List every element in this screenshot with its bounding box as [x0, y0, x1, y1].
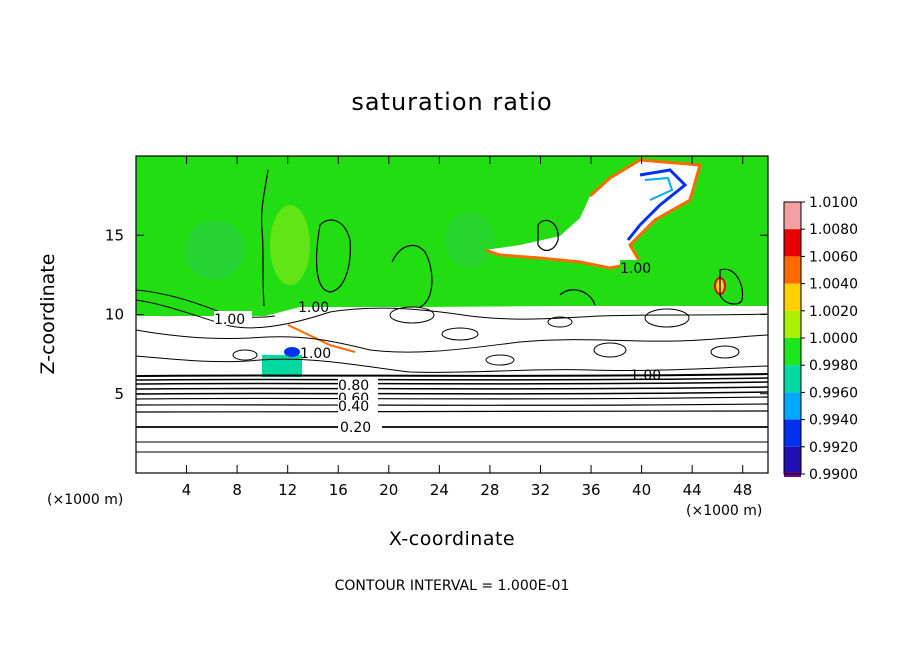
x-axis-label: X-coordinate: [388, 528, 516, 550]
patch: [284, 347, 300, 357]
contour-label: 1.00: [298, 300, 329, 316]
colorbar-label: 0.9920: [809, 440, 858, 456]
contour-interval: CONTOUR INTERVAL = 1.000E-01: [334, 578, 570, 594]
colorbar-label: 1.0040: [809, 277, 858, 293]
y-tick-label: 10: [105, 306, 124, 324]
clear-region: [485, 160, 700, 268]
contour-label: 0.80: [338, 378, 369, 394]
edge: [484, 158, 702, 270]
contour-labels: 1.00 1.00 1.00 1.00 1.00 0.80 0.60 0.40 …: [214, 260, 661, 436]
contour-label: 1.00: [620, 261, 651, 277]
chart-title: saturation ratio: [351, 88, 553, 116]
x-tick-label: 12: [278, 481, 297, 499]
colorbar-swatch: [784, 365, 801, 393]
colorbar-label: 0.9960: [809, 385, 858, 401]
edge: [644, 176, 674, 201]
x-unit-label-right: (×1000 m): [686, 503, 763, 519]
contour-label: 1.00: [300, 346, 331, 362]
contour-label: 0.40: [338, 399, 369, 415]
colorbar: 1.0100 1.0080 1.0060 1.0040 1.0020 1.0000 0.99…: [783, 195, 858, 483]
colorbar-swatch: [784, 338, 801, 366]
contour-label: 1.00: [214, 312, 245, 328]
x-tick-label: 24: [430, 481, 449, 499]
colorbar-swatch: [784, 202, 801, 230]
patch: [262, 355, 302, 377]
x-tick-label: 20: [379, 481, 398, 499]
colorbar-label: 1.0080: [809, 222, 858, 238]
colorbar-swatch: [784, 283, 801, 311]
colorbar-swatch: [784, 446, 801, 474]
colorbar-label: 1.0100: [809, 195, 858, 211]
contours-middle: [135, 289, 769, 373]
blob: [270, 205, 310, 285]
x-tick-label: 28: [480, 481, 499, 499]
y-tick-label: 15: [105, 226, 124, 244]
colorbar-swatch: [784, 229, 801, 257]
colorbar-label: 1.0060: [809, 249, 858, 265]
contour-label: 0.20: [340, 420, 371, 436]
colorbar-swatch: [784, 419, 801, 447]
y-tick-label: 5: [114, 385, 124, 403]
x-tick-label: 32: [531, 481, 550, 499]
x-tick-label: 44: [683, 481, 702, 499]
x-tick-label: 48: [733, 481, 752, 499]
colorbar-swatch: [784, 392, 801, 420]
x-tick-label: 40: [632, 481, 651, 499]
x-tick-label: 4: [182, 481, 192, 499]
edge: [287, 324, 356, 353]
contour-label: 1.00: [630, 368, 661, 384]
x-unit-label: (×1000 m): [47, 492, 124, 508]
blob: [185, 220, 245, 280]
colorbar-label: 0.9940: [809, 413, 858, 429]
colorbar-label: 0.9980: [809, 358, 858, 374]
colorbar-label: 1.0020: [809, 304, 858, 320]
colorbar-swatch: [784, 310, 801, 338]
x-tick-label: 8: [232, 481, 242, 499]
colorbar-label: 0.9900: [809, 467, 858, 483]
edge: [626, 168, 688, 241]
colorbar-label: 1.0000: [809, 331, 858, 347]
x-axis: 4 8 12 16 20 24 28 32 36 40 44 48: [182, 156, 752, 499]
blob: [445, 212, 495, 268]
x-tick-label: 36: [581, 481, 600, 499]
y-axis: 5 10 15: [105, 226, 768, 403]
colorbar-swatch: [784, 256, 801, 284]
x-tick-label: 16: [329, 481, 348, 499]
contours-lower: [135, 373, 769, 453]
y-axis-label: Z-coordinate: [37, 253, 59, 375]
contours-upper: [260, 169, 744, 308]
